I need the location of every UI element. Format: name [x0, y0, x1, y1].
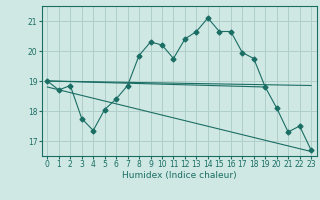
X-axis label: Humidex (Indice chaleur): Humidex (Indice chaleur) [122, 171, 236, 180]
